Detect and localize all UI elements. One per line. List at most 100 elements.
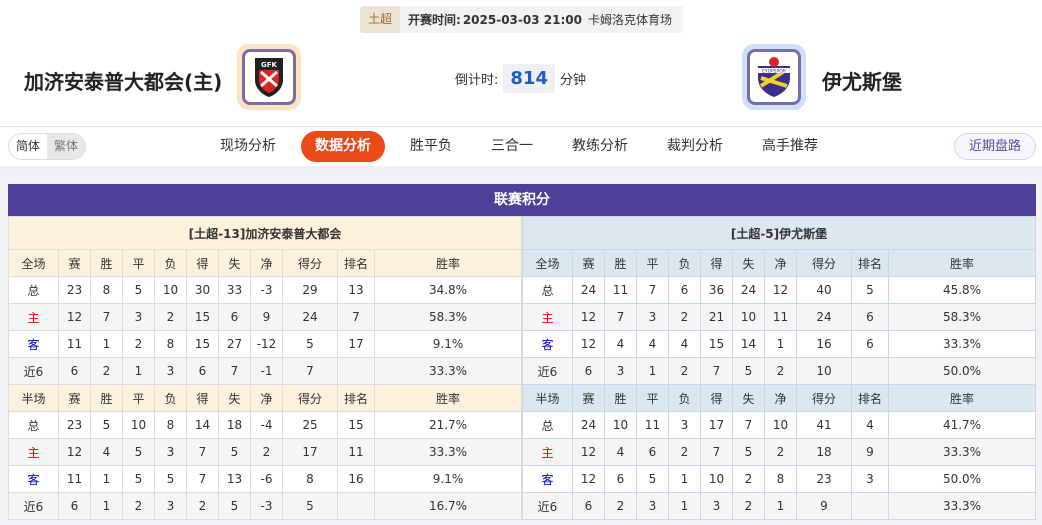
divider — [0, 166, 1042, 178]
cell: 11 — [58, 465, 91, 493]
cell: 12 — [572, 330, 605, 358]
cell: 29 — [282, 276, 338, 304]
header-row: 半场赛胜平负得失净得分 排名 胜率 — [522, 384, 1036, 412]
cell: 1 — [90, 492, 123, 520]
cell: 10 — [796, 357, 852, 385]
cell: 6 — [186, 357, 219, 385]
column-header: 平 — [122, 384, 155, 412]
home-team-name[interactable]: 加济安泰普大都会(主) — [24, 70, 223, 94]
cell: 18 — [796, 438, 852, 466]
cell: 12 — [58, 303, 91, 331]
cell: 21.7% — [374, 411, 522, 439]
cell: 3 — [122, 303, 155, 331]
cell: 7 — [337, 303, 375, 331]
table-row: 客 11 1 5 5 7 13 -6 8 16 9.1% — [8, 465, 522, 493]
cell: 16.7% — [374, 492, 522, 520]
cell: 11 — [636, 411, 669, 439]
column-header: 赛 — [58, 249, 91, 277]
table-row: 总 23 8 5 10 30 33 -3 29 13 34.8% — [8, 276, 522, 304]
tab-4[interactable]: 教练分析 — [572, 138, 628, 154]
standings-panel: 联赛积分 [土超-13]加济安泰普大都会 全场赛胜平负得失净得分 排名 胜率总 23 8 5… — [0, 178, 1042, 525]
cell: 1 — [668, 465, 701, 493]
away-team-logo[interactable]: EYUPSPOR — [742, 44, 806, 110]
tab-3[interactable]: 三合一 — [491, 138, 533, 154]
cell: 3 — [154, 357, 187, 385]
column-header: 赛 — [572, 384, 605, 412]
header-row: 全场赛胜平负得失净得分 排名 胜率 — [522, 249, 1036, 277]
section-title: 联赛积分 — [8, 184, 1036, 216]
tab-2[interactable]: 胜平负 — [410, 138, 452, 154]
cell: 15 — [700, 330, 733, 358]
table-row: 客 12 4 4 4 15 14 1 16 6 33.3% — [522, 330, 1036, 358]
cell: 7 — [604, 303, 637, 331]
cell: 23 — [796, 465, 852, 493]
cell: 6 — [572, 492, 605, 520]
table-row: 主 12 7 3 2 15 6 9 24 7 58.3% — [8, 303, 522, 331]
tab-0[interactable]: 现场分析 — [220, 138, 276, 154]
cell: 45.8% — [888, 276, 1036, 304]
cell — [851, 357, 889, 385]
cell: 9.1% — [374, 330, 522, 358]
cell: 58.3% — [888, 303, 1036, 331]
column-header: 平 — [636, 249, 669, 277]
column-header: 胜 — [604, 384, 637, 412]
column-header: 胜率 — [888, 249, 1036, 277]
svg-text:EYUPSPOR: EYUPSPOR — [762, 69, 786, 75]
column-header: 胜 — [604, 249, 637, 277]
cell: -12 — [250, 330, 283, 358]
cell: 7 — [636, 276, 669, 304]
column-header: 半场 — [8, 384, 59, 412]
table-row: 近6 6 3 1 2 7 5 2 10 50.0% — [522, 357, 1036, 385]
cell: 8 — [90, 276, 123, 304]
row-label: 总 — [8, 411, 59, 439]
home-crest-icon: GFK — [255, 58, 283, 97]
column-header: 全场 — [522, 249, 573, 277]
cell: 4 — [851, 411, 889, 439]
table-row: 近6 6 2 3 1 3 2 1 9 33.3% — [522, 492, 1036, 520]
cell: 9 — [796, 492, 852, 520]
recent-handicap-button[interactable]: 近期盘路 — [953, 133, 1036, 160]
row-label: 近6 — [8, 357, 59, 385]
tab-6[interactable]: 高手推荐 — [762, 138, 818, 154]
cell: 24 — [572, 411, 605, 439]
cell: 7 — [700, 438, 733, 466]
traditional-button[interactable]: 繁体 — [47, 134, 86, 159]
row-label: 近6 — [522, 492, 573, 520]
cell: 3 — [154, 492, 187, 520]
cell: 23 — [58, 411, 91, 439]
home-team-logo[interactable]: GFK — [237, 44, 301, 110]
column-header: 失 — [218, 249, 251, 277]
row-label: 客 — [8, 465, 59, 493]
cell: 34.8% — [374, 276, 522, 304]
cell: 33.3% — [374, 357, 522, 385]
cell: 16 — [337, 465, 375, 493]
table-row: 近6 6 1 2 3 2 5 -3 5 16.7% — [8, 492, 522, 520]
column-header: 赛 — [572, 249, 605, 277]
table-row: 总 24 10 11 3 17 7 10 41 4 41.7% — [522, 411, 1036, 439]
cell: 24 — [282, 303, 338, 331]
column-header: 胜 — [90, 249, 123, 277]
away-team-name[interactable]: 伊尤斯堡 — [822, 70, 902, 94]
column-header: 得 — [186, 384, 219, 412]
column-header: 排名 — [337, 249, 375, 277]
cell: -6 — [250, 465, 283, 493]
tab-5[interactable]: 裁判分析 — [667, 138, 723, 154]
cell: 3 — [851, 465, 889, 493]
cell: 6 — [572, 357, 605, 385]
simplified-button[interactable]: 简体 — [16, 139, 41, 153]
home-standings-table: [土超-13]加济安泰普大都会 全场赛胜平负得失净得分 排名 胜率总 23 8 5 10 30 3… — [8, 216, 522, 520]
cell: 33.3% — [888, 330, 1036, 358]
cell: -3 — [250, 276, 283, 304]
column-header: 净 — [764, 249, 797, 277]
tab-1[interactable]: 数据分析 — [301, 131, 385, 162]
svg-text:GFK: GFK — [261, 61, 278, 69]
team-caption: [土超-13]加济安泰普大都会 — [8, 216, 522, 250]
row-label: 主 — [8, 303, 59, 331]
kickoff-time: 2025-03-03 21:00 — [462, 12, 582, 27]
table-row: 总 23 5 10 8 14 18 -4 25 15 21.7% — [8, 411, 522, 439]
column-header: 负 — [154, 249, 187, 277]
cell: 33.3% — [374, 438, 522, 466]
cell: 11 — [764, 303, 797, 331]
cell: 16 — [796, 330, 852, 358]
league-badge[interactable]: 土超 — [360, 6, 401, 33]
